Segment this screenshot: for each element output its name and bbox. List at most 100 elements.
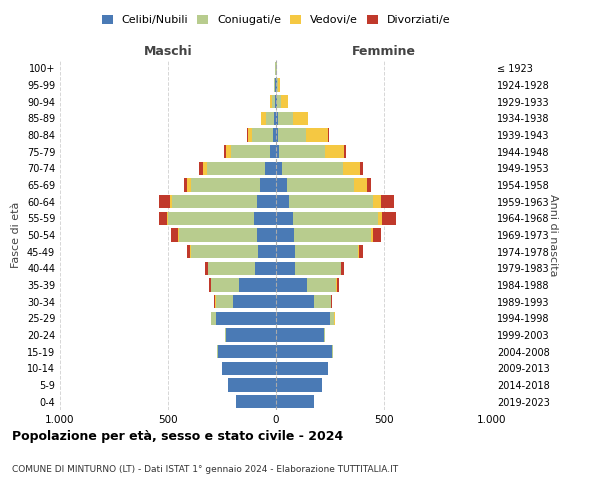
Bar	[256, 262, 276, 275]
Bar	[278, 128, 306, 141]
Bar	[211, 312, 215, 325]
Bar	[257, 228, 276, 241]
Bar	[354, 178, 367, 192]
Bar	[283, 162, 343, 175]
Bar	[293, 212, 377, 225]
Bar	[314, 295, 331, 308]
Bar	[276, 78, 277, 92]
Bar	[382, 212, 396, 225]
Bar	[293, 112, 308, 125]
Bar	[275, 78, 276, 92]
Bar	[269, 145, 276, 158]
Bar	[160, 195, 170, 208]
Bar	[276, 312, 330, 325]
Bar	[289, 195, 373, 208]
Bar	[274, 112, 276, 125]
Bar	[199, 162, 203, 175]
Bar	[222, 362, 276, 375]
Bar	[208, 262, 256, 275]
Bar	[211, 278, 239, 291]
Bar	[269, 95, 272, 108]
Bar	[277, 78, 278, 92]
Bar	[295, 228, 371, 241]
Text: Popolazione per età, sesso e stato civile - 2024: Popolazione per età, sesso e stato civil…	[12, 430, 343, 443]
Bar	[276, 195, 289, 208]
Bar	[274, 78, 275, 92]
Bar	[371, 228, 373, 241]
Bar	[247, 128, 248, 141]
Bar	[276, 112, 278, 125]
Bar	[160, 212, 167, 225]
Bar	[276, 228, 295, 241]
Bar	[230, 145, 269, 158]
Bar	[170, 195, 172, 208]
Bar	[266, 112, 274, 125]
Bar	[276, 395, 314, 408]
Bar	[341, 262, 344, 275]
Bar	[276, 378, 322, 392]
Bar	[239, 278, 276, 291]
Bar	[205, 262, 208, 275]
Bar	[179, 228, 257, 241]
Bar	[218, 345, 276, 358]
Bar	[276, 162, 283, 175]
Bar	[325, 145, 344, 158]
Bar	[236, 395, 276, 408]
Bar	[262, 112, 266, 125]
Bar	[225, 328, 226, 342]
Bar	[248, 128, 252, 141]
Bar	[224, 145, 226, 158]
Bar	[330, 312, 334, 325]
Legend: Celibi/Nubili, Coniugati/e, Vedovi/e, Divorziati/e: Celibi/Nubili, Coniugati/e, Vedovi/e, Di…	[97, 10, 455, 30]
Bar	[367, 178, 371, 192]
Bar	[172, 195, 257, 208]
Bar	[252, 128, 273, 141]
Text: COMUNE DI MINTURNO (LT) - Dati ISTAT 1° gennaio 2024 - Elaborazione TUTTITALIA.I: COMUNE DI MINTURNO (LT) - Dati ISTAT 1° …	[12, 465, 398, 474]
Bar	[187, 245, 190, 258]
Bar	[373, 228, 381, 241]
Bar	[276, 345, 332, 358]
Bar	[272, 95, 275, 108]
Bar	[275, 95, 276, 108]
Bar	[233, 295, 276, 308]
Y-axis label: Anni di nascita: Anni di nascita	[548, 194, 558, 276]
Bar	[168, 212, 254, 225]
Bar	[265, 162, 276, 175]
Bar	[273, 128, 276, 141]
Bar	[215, 295, 233, 308]
Bar	[306, 128, 328, 141]
Bar	[167, 212, 168, 225]
Bar	[171, 228, 178, 241]
Bar	[178, 228, 179, 241]
Bar	[381, 195, 394, 208]
Bar	[229, 378, 276, 392]
Bar	[358, 245, 359, 258]
Bar	[276, 295, 314, 308]
Bar	[260, 178, 276, 192]
Bar	[203, 162, 207, 175]
Bar	[343, 162, 360, 175]
Bar	[215, 312, 276, 325]
Bar	[287, 178, 354, 192]
Bar	[187, 178, 191, 192]
Bar	[276, 178, 287, 192]
Bar	[191, 178, 260, 192]
Bar	[257, 195, 276, 208]
Y-axis label: Fasce di età: Fasce di età	[11, 202, 21, 268]
Bar	[278, 78, 280, 92]
Bar	[278, 112, 293, 125]
Bar	[190, 245, 191, 258]
Bar	[331, 295, 332, 308]
Bar	[359, 245, 364, 258]
Bar	[214, 295, 215, 308]
Bar	[226, 145, 230, 158]
Bar	[257, 245, 276, 258]
Bar	[360, 162, 364, 175]
Bar	[276, 95, 277, 108]
Bar	[191, 245, 257, 258]
Bar	[276, 212, 293, 225]
Bar	[276, 245, 295, 258]
Bar	[337, 278, 339, 291]
Bar	[279, 145, 325, 158]
Text: Maschi: Maschi	[143, 45, 193, 58]
